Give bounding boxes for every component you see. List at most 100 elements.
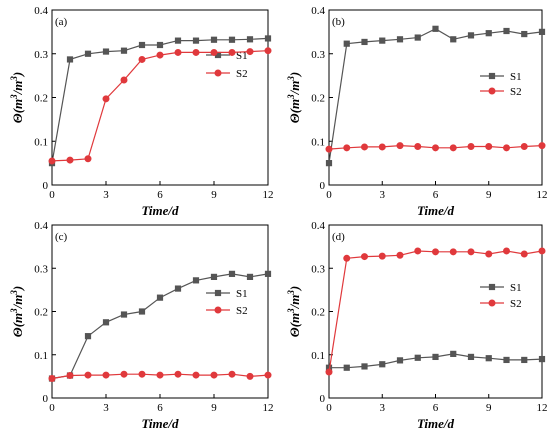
data-point-S1 [396,36,404,43]
y-axis-title-superscript: 3 [286,290,296,296]
data-point-S1 [343,40,350,47]
y-tick-label: 0.4 [311,220,325,232]
data-point-S2 [84,155,92,163]
data-point-S1 [156,294,164,301]
legend-label-S1: S1 [236,288,248,300]
y-tick-label: 0.3 [311,263,325,275]
x-tick-label: 3 [380,402,386,414]
x-tick-label: 0 [326,402,332,414]
y-axis-title-part: /m [10,295,25,310]
y-axis-title-part: ) [287,72,302,77]
legend-label-S1: S1 [510,71,522,83]
data-point-S1 [120,311,128,318]
data-point-S2 [503,144,510,152]
data-point-S2 [138,370,146,378]
data-point-S2 [156,51,164,59]
legend-label-S1: S1 [510,282,522,294]
x-tick-label: 0 [326,189,332,201]
y-axis-title-superscript: 3 [9,94,19,100]
legend-label-S2: S2 [510,86,522,98]
data-point-S2 [156,371,164,379]
y-axis-title-superscript: 3 [286,308,296,314]
data-point-S1 [521,30,528,38]
data-point-S1 [246,273,254,280]
data-point-S1 [503,356,510,364]
data-point-S1 [414,34,421,41]
y-tick-label: 0.2 [34,307,48,319]
legend-marker-S1 [488,283,496,291]
x-tick-label: 3 [380,189,386,201]
data-point-S2 [264,371,272,379]
data-point-S1 [120,47,128,54]
data-point-S2 [120,76,128,84]
y-axis-title-part: Θ(m [10,313,25,337]
data-point-S2 [467,248,475,256]
y-tick-label: 0.2 [34,93,48,105]
legend-marker-S2 [488,299,496,307]
y-tick-label: 0.1 [311,350,325,362]
data-point-S1 [325,160,333,167]
data-point-S2 [432,144,439,152]
data-point-S2 [361,253,368,261]
data-point-S2 [343,254,351,262]
data-point-S1 [156,41,164,49]
data-point-S2 [48,157,56,165]
y-tick-label: 0.1 [34,136,48,148]
data-point-S2 [66,156,74,164]
data-point-S2 [48,375,56,383]
x-tick-label: 6 [433,189,439,201]
y-tick-label: 0.4 [311,5,325,17]
x-tick-label: 6 [433,402,439,414]
x-tick-label: 3 [103,189,109,201]
y-tick-label: 0.3 [34,49,48,61]
y-tick-label: 0.1 [311,136,325,148]
data-point-S1 [264,270,272,277]
data-point-S1 [538,355,546,363]
data-point-S2 [343,144,351,152]
y-axis-title: Θ(m3/m3) [286,286,302,337]
data-point-S2 [449,248,457,256]
y-tick-label: 0 [43,180,49,192]
y-tick-label: 0.3 [311,49,325,61]
legend-label-S2: S2 [510,298,522,310]
x-tick-label: 12 [537,189,548,201]
data-point-S2 [361,143,368,151]
y-axis-title-superscript: 3 [9,308,19,314]
x-tick-label: 12 [263,402,274,414]
data-point-S1 [174,285,182,292]
data-point-S2 [192,371,200,379]
y-tick-label: 0.2 [311,93,325,105]
data-point-S2 [485,143,493,150]
legend-marker-S2 [214,306,222,314]
legend-marker-S2 [214,69,222,77]
x-tick-label: 0 [49,402,55,414]
data-point-S2 [449,144,457,152]
data-point-S2 [414,143,422,150]
x-axis-title: Time/d [417,416,455,431]
data-point-S1 [192,37,200,44]
y-axis-title-part: Θ(m [287,313,302,337]
data-point-S1 [450,36,457,43]
data-point-S2 [378,143,386,151]
y-axis-title: Θ(m3/m3) [9,72,25,123]
y-tick-label: 0 [320,180,326,192]
data-point-S2 [246,48,254,56]
data-point-S1 [361,363,368,370]
data-point-S2 [210,371,218,379]
data-point-S2 [396,142,404,150]
data-point-S2 [264,47,272,55]
y-axis-title: Θ(m3/m3) [9,286,25,337]
x-tick-label: 9 [211,189,217,201]
y-axis-title-part: ) [10,72,25,77]
data-point-S2 [174,48,182,56]
data-point-S2 [520,250,528,258]
data-point-S2 [520,143,528,150]
x-tick-label: 6 [157,189,163,201]
data-point-S1 [84,333,92,340]
data-point-S1 [361,38,368,46]
y-tick-label: 0 [320,393,326,405]
panel-label: (b) [332,16,345,28]
data-point-S1 [84,50,92,57]
y-axis-title-part: /m [287,81,302,96]
